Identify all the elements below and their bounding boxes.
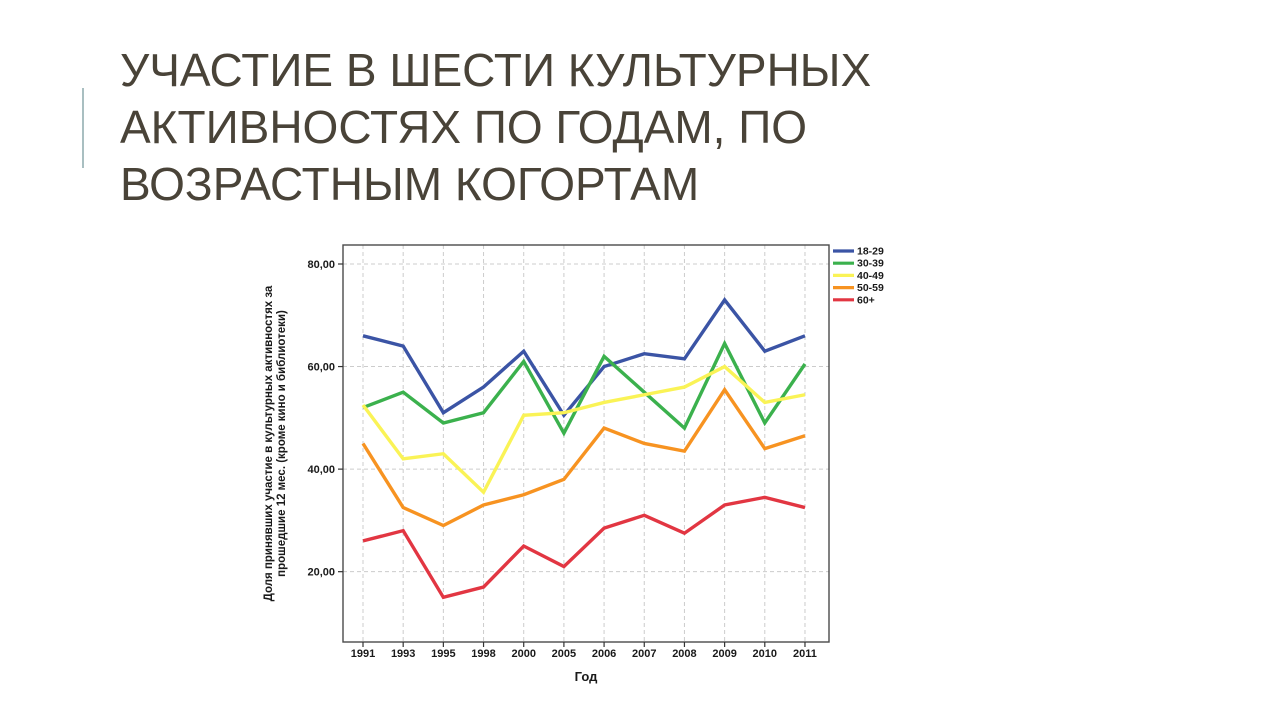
y-tick-label: 20,00	[307, 567, 335, 579]
legend-label-18-29: 18-29	[857, 246, 884, 258]
plot-frame	[342, 244, 830, 643]
legend-label-30-39: 30-39	[857, 258, 884, 270]
x-tick-label: 2006	[592, 648, 616, 660]
y-tick-label: 60,00	[307, 362, 335, 374]
x-tick-label: 2010	[753, 648, 777, 660]
y-tick-label: 40,00	[307, 464, 335, 476]
legend-label-40-49: 40-49	[857, 270, 884, 282]
line-chart: 20,00 40,00 60,00 80,00 1991 1993 1995 1998 2000…	[262, 236, 942, 706]
y-tick-label: 80,00	[307, 259, 335, 271]
x-tick-label: 2009	[712, 648, 736, 660]
x-tick-label: 2008	[672, 648, 696, 660]
y-axis-label-line: прошедшие 12 мес. (кроме кино и библиоте…	[276, 310, 288, 577]
x-tick-label: 2005	[552, 648, 576, 660]
y-axis-label-line: Доля принявших участие в культурных акти…	[263, 285, 275, 601]
slide-title: УЧАСТИЕ В ШЕСТИ КУЛЬТУРНЫХ АКТИВНОСТЯХ П…	[120, 42, 1020, 213]
x-tick-label: 1991	[351, 648, 375, 660]
title-accent-bar	[82, 88, 84, 168]
legend-label-60+: 60+	[857, 294, 875, 306]
x-tick-label: 1998	[471, 648, 495, 660]
series-line-30-39	[362, 339, 807, 437]
title-line-3: ВОЗРАСТНЫМ КОГОРТАМ	[120, 158, 700, 210]
line-chart-canvas: 20,00 40,00 60,00 80,00 1991 1993 1995 1998 2000…	[263, 244, 884, 684]
series-line-50-59	[361, 386, 806, 528]
x-tick-label: 2011	[793, 648, 817, 660]
x-tick-label: 1993	[391, 648, 415, 660]
x-axis-label: Год	[575, 669, 598, 684]
series-line-60+	[362, 495, 806, 600]
x-tick-label: 2000	[511, 648, 535, 660]
legend-label-50-59: 50-59	[857, 282, 884, 294]
plot-area	[343, 245, 829, 642]
x-tick-label: 1995	[431, 648, 455, 660]
title-line-2: АКТИВНОСТЯХ ПО ГОДАМ, ПО	[120, 101, 808, 153]
series-line-40-49	[361, 364, 806, 495]
x-tick-label: 2007	[632, 648, 656, 660]
title-line-1: УЧАСТИЕ В ШЕСТИ КУЛЬТУРНЫХ	[120, 44, 872, 96]
series-line-18-29	[362, 297, 806, 419]
